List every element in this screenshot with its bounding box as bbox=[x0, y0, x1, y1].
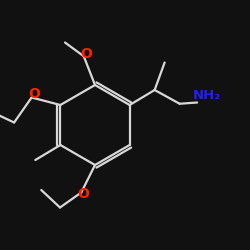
Text: O: O bbox=[29, 88, 40, 102]
Text: O: O bbox=[77, 187, 89, 201]
Text: O: O bbox=[80, 47, 92, 61]
Text: NH₂: NH₂ bbox=[193, 88, 221, 102]
